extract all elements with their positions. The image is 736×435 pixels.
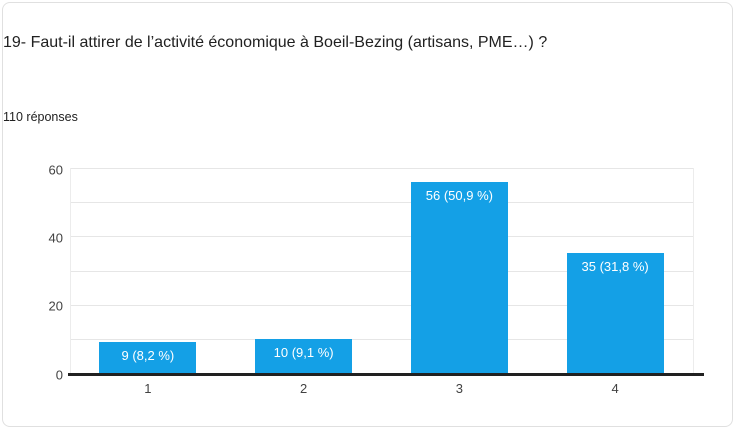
bar-value-label: 56 (50,9 %) [425, 187, 493, 203]
question-title: 19- Faut-il attirer de l’activité économ… [3, 34, 548, 51]
bar [99, 342, 197, 373]
x-axis-category-label: 2 [300, 381, 308, 396]
plot-area-edge [70, 168, 71, 373]
bar-value-label: 10 (9,1 %) [273, 344, 334, 360]
x-axis-category-label: 3 [455, 381, 463, 396]
gridline [70, 304, 693, 306]
x-axis-category-label: 4 [611, 381, 619, 396]
gridline [70, 236, 693, 238]
bar-value-label: 9 (8,2 %) [121, 348, 175, 364]
x-axis-category-label: 1 [144, 381, 152, 396]
y-axis-tick-label: 0 [55, 367, 63, 382]
bar [410, 181, 508, 373]
gridline [70, 270, 693, 272]
bar-value-label: 35 (31,8 %) [581, 259, 649, 275]
x-axis-line [68, 372, 704, 376]
plot-area-edge [693, 168, 694, 373]
responses-count: 110 réponses [3, 110, 78, 124]
bar [566, 253, 664, 373]
gridline [70, 338, 693, 340]
gridline [70, 202, 693, 204]
bar [255, 338, 353, 373]
y-axis-tick-label: 60 [48, 162, 63, 177]
y-axis-tick-label: 20 [48, 298, 63, 314]
gridline [70, 168, 693, 169]
y-axis-tick-label: 40 [48, 230, 63, 246]
